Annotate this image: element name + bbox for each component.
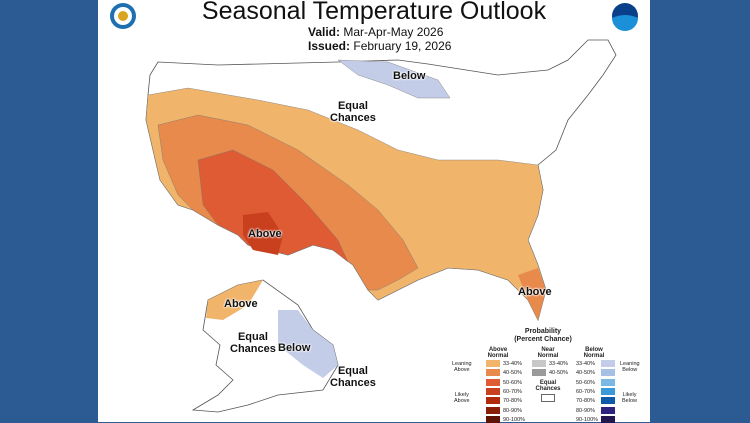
legend-title: Probability	[524, 328, 562, 335]
legend-range-above: 70-80%	[503, 398, 522, 405]
legend-range-below: 60-70%	[576, 388, 595, 395]
legend-swatch-above	[486, 387, 500, 395]
label-above-fl: Above	[518, 286, 552, 298]
label-ak-equal: Equal Chances	[230, 331, 276, 355]
legend-swatch-above	[486, 378, 500, 386]
legend-near-header: Near Normal	[537, 347, 559, 359]
legend-swatch-below	[601, 406, 615, 414]
legend-range-below: 33-40%	[576, 361, 595, 367]
label-below-conus: Below	[393, 70, 426, 82]
alaska-below-region	[278, 310, 338, 378]
label-above-sw: Above	[248, 228, 282, 240]
legend-swatch-above	[486, 369, 500, 377]
legend-above-header: Above Normal	[487, 347, 509, 359]
legend: Probability (Percent Chance) Above Norma…	[438, 328, 650, 423]
above-60-70-region	[243, 212, 283, 255]
label-ak-below: Below	[278, 342, 311, 354]
below-33-40-region	[337, 59, 451, 99]
map-panel: Seasonal Temperature Outlook Valid: Mar-…	[98, 0, 650, 423]
doc-seal-icon	[110, 3, 136, 29]
legend-leaning-below: Leaning Below	[620, 361, 640, 373]
legend-range-near: 33-40%	[549, 361, 568, 367]
legend-range-above: 80-90%	[503, 407, 522, 414]
legend-swatch-near	[532, 369, 546, 377]
valid-period: Valid: Mar-Apr-May 2026	[308, 25, 444, 39]
legend-swatch-above	[486, 397, 500, 405]
legend-below-header: Below Normal	[583, 347, 605, 359]
legend-range-above: 60-70%	[503, 388, 522, 395]
legend-likely-above: Likely Above	[454, 392, 470, 404]
legend-range-above: 50-60%	[503, 379, 522, 386]
legend-leaning-above: Leaning Above	[452, 361, 472, 373]
legend-swatch-above	[486, 360, 500, 367]
outlook-map	[110, 3, 638, 413]
legend-range-above: 90-100%	[503, 416, 526, 423]
label-ak-equal-se: Equal Chances	[330, 365, 376, 389]
above-40-50-florida	[518, 268, 546, 320]
label-above-ak: Above	[224, 298, 258, 310]
issued-date: Issued: February 19, 2026	[308, 39, 452, 53]
legend-swatch-below	[601, 378, 615, 386]
legend-swatch-above	[486, 415, 500, 423]
legend-range-below: 40-50%	[576, 370, 595, 377]
legend-subtitle: (Percent Chance)	[514, 336, 572, 343]
legend-range-above: 33-40%	[503, 361, 522, 367]
label-equal-chances: Equal Chances	[330, 100, 376, 124]
legend-swatch-below	[601, 360, 615, 367]
legend-swatch-below	[601, 369, 615, 377]
legend-range-below: 80-90%	[576, 407, 595, 414]
legend-range-near: 40-50%	[549, 370, 568, 377]
legend-swatch-below	[601, 387, 615, 395]
legend-range-below: 50-60%	[576, 379, 595, 386]
legend-swatch-below	[601, 415, 615, 423]
legend-range-below: 70-80%	[576, 398, 595, 405]
legend-swatch-below	[601, 397, 615, 405]
legend-range-below: 90-100%	[576, 416, 599, 423]
alaska-above-region	[206, 280, 263, 320]
noaa-logo-icon	[612, 3, 638, 31]
page-title: Seasonal Temperature Outlook	[201, 0, 547, 25]
legend-equal-swatch	[541, 394, 555, 402]
legend-swatch-above	[486, 406, 500, 414]
legend-range-above: 40-50%	[503, 370, 522, 377]
legend-equal-chances: Equal Chances	[535, 380, 561, 392]
legend-swatch-near	[532, 360, 546, 367]
above-50-60-region	[197, 149, 349, 263]
legend-likely-below: Likely Below	[622, 392, 637, 404]
